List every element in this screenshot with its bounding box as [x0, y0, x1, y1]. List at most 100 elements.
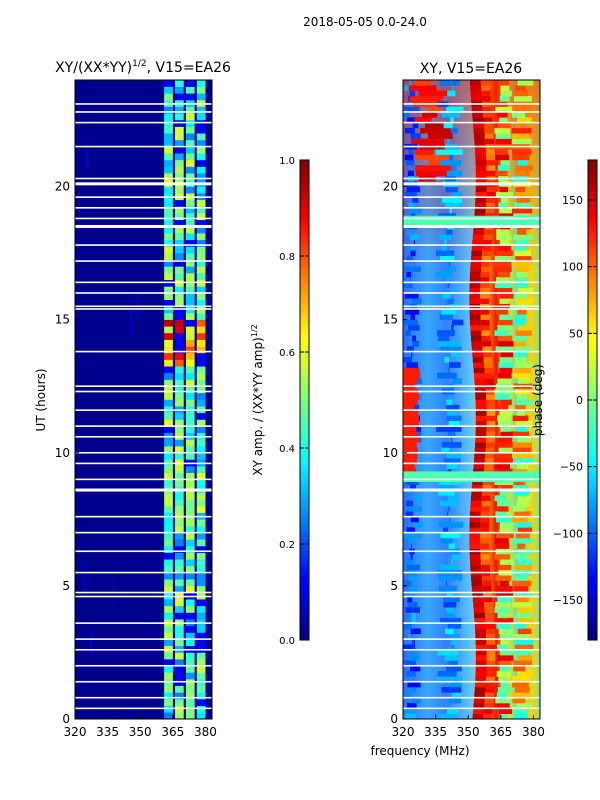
phase-cell	[413, 261, 415, 267]
phase-cell	[485, 623, 495, 629]
phase-cell	[514, 458, 534, 464]
phase-cell	[486, 644, 496, 651]
phase-cell	[486, 404, 496, 411]
phase-cell	[486, 676, 495, 683]
phase-cell	[481, 85, 490, 91]
phase-cell	[469, 287, 481, 294]
phase-cell	[500, 521, 514, 528]
phase-gap-line	[403, 390, 540, 393]
phase-cell	[475, 426, 487, 432]
phase-cell	[404, 85, 414, 91]
amplitude-cell	[196, 446, 206, 454]
phase-cell	[450, 117, 454, 123]
phase-cell	[517, 559, 533, 565]
amplitude-cell	[185, 80, 195, 87]
phase-cell	[446, 415, 462, 422]
phase-cell	[494, 282, 512, 288]
phase-cell	[409, 95, 443, 102]
amplitude-cell	[185, 439, 195, 447]
phase-cell	[436, 676, 463, 683]
phase-y-tick-label: 0	[390, 712, 398, 726]
amplitude-cell	[185, 625, 195, 633]
amplitude-cell	[164, 612, 173, 620]
phase-cell	[469, 532, 481, 539]
phase-cell	[481, 266, 490, 272]
phase-cell	[511, 681, 529, 688]
phase-cell	[483, 356, 493, 363]
phase-cell	[486, 399, 496, 406]
phase-cell	[403, 394, 420, 400]
phase-cell	[496, 644, 509, 651]
amplitude-cell	[185, 639, 195, 647]
phase-cell	[403, 692, 411, 698]
phase-cell	[445, 607, 454, 613]
phase-cell	[514, 85, 526, 91]
phase-cell	[439, 80, 460, 86]
phase-gap-line	[403, 638, 540, 640]
phase-cell	[517, 410, 526, 416]
amplitude-noise-cell	[112, 577, 114, 605]
phase-cell	[439, 617, 462, 624]
amplitude-gap-line	[75, 478, 212, 481]
phase-cell	[471, 340, 483, 347]
amplitude-cell	[175, 426, 184, 434]
phase-cell	[406, 500, 414, 507]
phase-cell	[475, 431, 487, 438]
phase-cell	[404, 127, 415, 134]
phase-cell	[483, 111, 492, 118]
amplitude-cell	[185, 446, 195, 454]
phase-gap-line	[403, 305, 540, 308]
amplitude-gap-line	[75, 385, 212, 387]
phase-cell	[473, 229, 485, 235]
amplitude-gap-line	[75, 488, 212, 492]
phase-cell	[438, 521, 464, 528]
phase-cell	[449, 207, 452, 214]
amplitude-cell	[175, 233, 184, 241]
phase-cell	[451, 633, 460, 640]
amplitude-colorbar-tick-label: 0.8	[279, 252, 295, 263]
phase-cell	[470, 90, 482, 97]
amplitude-cell	[164, 119, 173, 127]
phase-cell	[441, 197, 463, 203]
phase-cell	[486, 159, 496, 166]
phase-cell	[413, 239, 415, 246]
phase-cell	[500, 197, 509, 203]
phase-gap-line	[403, 385, 540, 387]
phase-cell	[407, 117, 421, 123]
phase-cell	[473, 463, 485, 470]
amplitude-gap-line	[75, 224, 212, 228]
phase-cell	[485, 617, 495, 624]
phase-cell	[422, 111, 438, 118]
phase-cell	[475, 671, 487, 677]
amplitude-y-tick-label: 5	[62, 579, 70, 593]
phase-cell	[406, 527, 415, 533]
phase-cell	[474, 207, 486, 214]
amplitude-cell	[164, 705, 173, 713]
amplitude-cell	[196, 206, 206, 214]
phase-gap-line	[403, 488, 540, 492]
amplitude-cell	[164, 352, 173, 360]
amplitude-gap-line	[75, 196, 212, 198]
phase-cell	[486, 655, 496, 661]
amplitude-cell	[196, 625, 206, 633]
phase-cell	[469, 319, 481, 326]
phase-cell	[418, 90, 448, 97]
phase-cell	[436, 426, 462, 432]
amplitude-cell	[185, 659, 195, 667]
amplitude-cell	[164, 253, 173, 261]
phase-cell	[415, 80, 431, 86]
amplitude-cell	[164, 326, 173, 334]
amplitude-gap-line	[75, 182, 212, 186]
phase-cell	[495, 601, 510, 608]
phase-gap-line	[403, 217, 540, 220]
amplitude-cell	[185, 166, 195, 174]
amplitude-cell	[164, 80, 173, 87]
phase-cell	[486, 660, 496, 667]
phase-cell	[494, 553, 511, 560]
amplitude-cell	[185, 86, 195, 94]
amplitude-cell	[196, 346, 206, 354]
amplitude-cell	[185, 306, 195, 314]
amplitude-x-tick-label: 320	[64, 725, 87, 739]
phase-cell	[517, 426, 527, 432]
amplitude-gap-line	[75, 696, 212, 699]
